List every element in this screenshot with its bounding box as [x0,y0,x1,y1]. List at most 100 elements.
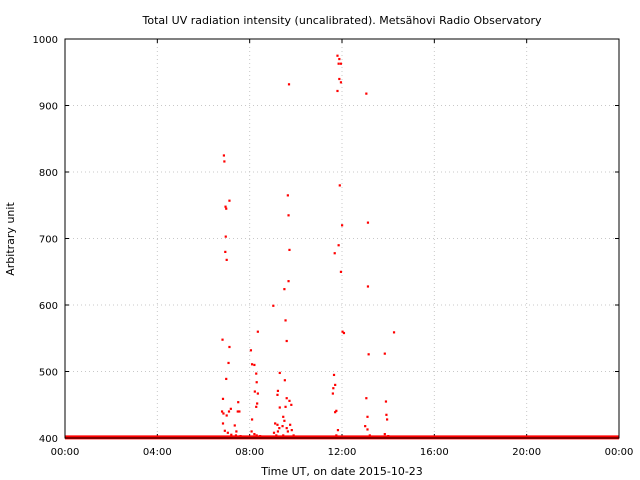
data-point [284,319,287,322]
data-point [255,372,258,375]
data-point [237,401,240,404]
data-point [287,214,290,217]
plot-frame [64,38,620,439]
data-point [276,389,280,392]
data-point [259,435,262,438]
x-tick-label: 08:00 [235,447,264,458]
data-point [250,430,253,433]
data-point [334,383,337,386]
data-point [233,424,236,427]
x-tick-label: 20:00 [512,447,541,458]
data-point [334,411,337,414]
data-point [238,410,241,413]
data-point [223,429,226,432]
data-point [287,280,290,283]
data-point [226,431,229,434]
data-point [284,405,287,408]
x-tick-label: 00:00 [51,447,80,458]
data-point [335,409,338,412]
data-point [222,412,225,415]
data-point [276,393,279,396]
data-point [365,397,368,400]
data-point [285,339,288,343]
y-tick-label: 600 [39,301,58,312]
data-point [224,205,227,208]
data-point [278,371,281,375]
data-point [282,434,285,437]
data-point [331,392,334,395]
grid [65,39,619,438]
data-point [221,422,225,425]
data-point [383,433,386,436]
data-point [227,361,230,365]
data-point [234,434,238,437]
data-point [225,377,228,381]
data-point [281,425,284,428]
chart-title: Total UV radiation intensity (uncalibrat… [142,14,542,27]
y-tick-label: 500 [39,368,58,379]
data-point [221,397,225,400]
data-point [366,221,370,224]
data-point [255,434,258,437]
data-point [366,428,369,431]
data-point [256,330,259,333]
data-point [333,252,336,255]
data-point [221,338,224,341]
data-point [239,435,242,438]
data-point [276,423,279,426]
data-point [285,397,288,400]
data-point [292,434,295,437]
data-point [366,285,370,288]
data-points [220,54,396,438]
data-point [253,390,256,393]
y-tick-label: 900 [39,102,58,113]
data-point [342,331,346,335]
data-point [228,345,231,349]
data-point [285,427,288,430]
data-point [222,154,226,157]
data-point [220,410,224,413]
data-point [386,418,389,421]
data-point [256,402,259,405]
data-point [337,62,340,65]
data-point [384,400,388,403]
data-point [276,430,280,433]
data-point [224,250,227,253]
data-point [225,207,228,210]
data-point [225,258,228,261]
data-point [275,434,278,437]
x-tick-label: 16:00 [420,447,449,458]
y-tick-label: 1000 [33,35,58,46]
data-point [235,430,238,433]
data-point [335,434,338,437]
data-point [278,406,281,409]
data-point [336,89,339,93]
x-tick-label: 12:00 [328,447,357,458]
data-point [288,399,291,402]
data-point [272,304,275,307]
data-point [253,433,256,436]
data-point [368,434,371,437]
data-point [288,248,291,252]
y-axis-label: Arbitrary unit [4,202,17,276]
data-point [286,430,289,433]
data-point [278,427,281,430]
x-axis-label: Time UT, on date 2015-10-23 [260,465,423,478]
data-point [337,244,340,247]
data-point [283,419,286,422]
data-point [365,92,368,95]
data-point [339,270,343,273]
data-point [236,410,239,413]
data-point [249,349,253,352]
data-point [272,431,276,434]
data-point [367,353,370,356]
y-tick-label: 400 [39,434,58,445]
data-point [229,407,232,410]
data-point [256,392,259,395]
data-point [255,381,258,384]
data-point [392,331,396,334]
data-point [332,387,335,390]
data-point [250,363,254,366]
data-point [385,413,388,416]
